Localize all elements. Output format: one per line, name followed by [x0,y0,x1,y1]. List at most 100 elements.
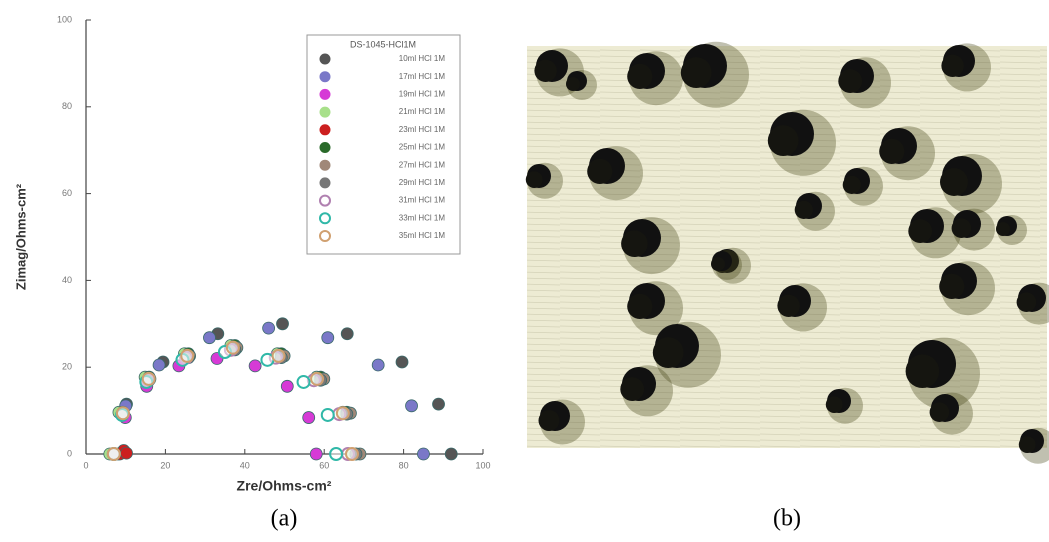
legend-marker [319,194,331,207]
pit [534,59,557,82]
point [309,447,323,461]
pit [627,63,653,89]
legend-marker [319,53,331,65]
pit [587,158,613,184]
point [302,411,316,424]
legend-marker [319,142,331,153]
pit [838,69,863,93]
pit [525,171,543,189]
legend-label: 19ml HCl 1M [399,90,446,99]
legend-marker [319,159,331,171]
y-tick-label: 40 [62,275,72,285]
legend-title: DS-1045-HCl1M [350,39,416,49]
legend-label: 10ml HCl 1M [399,54,446,63]
pit [620,377,645,401]
legend-label: 31ml HCl 1M [399,196,446,205]
y-tick-label: 80 [62,101,72,111]
y-tick-label: 0 [67,448,72,458]
pit [929,402,950,423]
pit [767,125,799,156]
x-axis-label: Zre/Ohms-cm² [237,478,332,494]
point [296,374,311,389]
x-tick-label: 0 [83,460,88,470]
pit [680,57,712,88]
point [248,359,262,373]
legend-marker [319,71,331,83]
point [152,358,166,372]
legend-marker [319,106,331,118]
legend-label: 21ml HCl 1M [399,107,446,116]
point [329,447,344,461]
point [280,379,294,393]
pit [825,396,843,413]
point [276,317,289,331]
pit [905,354,940,389]
legend-label: 25ml HCl 1M [399,143,446,152]
y-tick-label: 100 [57,14,72,24]
point [444,447,458,461]
point [310,371,325,386]
x-tick-label: 60 [319,460,329,470]
point [120,446,133,460]
point [371,358,385,372]
x-tick-label: 40 [240,460,250,470]
caption: (a) [271,506,298,532]
x-tick-label: 100 [475,460,490,470]
pit [538,410,560,431]
legend-label: 23ml HCl 1M [399,125,446,134]
pit [908,219,933,244]
point [405,399,418,413]
pit [939,273,965,299]
point [340,327,354,341]
pit [941,54,964,77]
x-tick-label: 80 [399,460,409,470]
point [320,407,335,422]
pit [1016,292,1037,313]
point [321,331,335,345]
point [335,406,350,421]
caption: (b) [773,506,801,532]
point [106,447,121,461]
pit [794,200,813,219]
legend-marker [319,230,331,242]
point [432,397,445,411]
pit [711,257,725,271]
pit [842,175,861,194]
point [141,371,156,386]
point [225,340,240,355]
corrosion-pits [525,41,1049,464]
point [344,447,359,461]
legend-label: 29ml HCl 1M [399,178,446,187]
legend-box [306,34,461,255]
y-tick-label: 20 [62,362,72,372]
pit [1018,436,1036,453]
legend-marker [319,88,331,100]
pit [566,77,580,91]
point [203,331,216,345]
micrograph [525,41,1049,464]
legend-marker [319,177,331,189]
point [180,348,195,363]
pit [627,293,653,319]
legend-marker [319,212,331,225]
legend-label: 33ml HCl 1M [399,213,446,222]
point [115,406,130,421]
pit [621,230,648,257]
legend-marker [319,124,331,136]
pit [777,294,800,317]
point [395,355,409,369]
x-tick-label: 20 [160,460,170,470]
point [262,321,276,335]
pit [996,222,1010,236]
pit [940,168,968,196]
y-tick-label: 60 [62,188,72,198]
point [417,447,430,461]
pit [879,138,905,164]
pit [652,337,684,368]
y-axis-label: Zimag/Ohms-cm² [13,183,28,290]
point [271,348,286,363]
pit [951,218,972,238]
legend-label: 17ml HCl 1M [399,72,446,81]
legend-label: 35ml HCl 1M [399,231,446,240]
